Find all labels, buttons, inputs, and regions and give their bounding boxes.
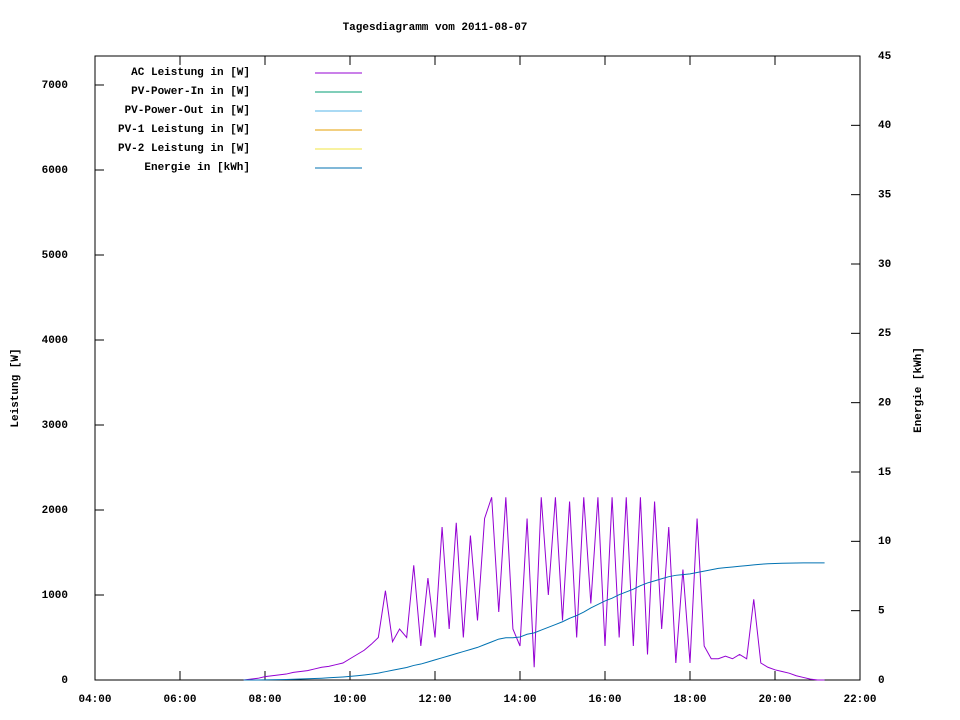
legend-label: PV-2 Leistung in [W] (118, 143, 250, 155)
legend-label: PV-1 Leistung in [W] (118, 124, 250, 136)
y-tick-label: 0 (61, 675, 68, 687)
y-tick-label: 6000 (42, 165, 68, 177)
y2-tick-label: 40 (878, 120, 891, 132)
y2-tick-label: 25 (878, 328, 892, 340)
x-tick-label: 06:00 (163, 694, 196, 706)
y2-tick-label: 0 (878, 675, 885, 687)
y-tick-label: 7000 (42, 80, 68, 92)
x-tick-label: 16:00 (588, 694, 621, 706)
y2-tick-label: 30 (878, 259, 891, 271)
plot-frame (94, 55, 861, 681)
x-tick-label: 08:00 (248, 694, 281, 706)
y2-tick-label: 10 (878, 536, 891, 548)
x-tick-label: 20:00 (758, 694, 791, 706)
x-tick-label: 22:00 (843, 694, 876, 706)
y2-tick-label: 15 (878, 467, 892, 479)
y-tick-label: 1000 (42, 590, 68, 602)
y2-tick-label: 35 (878, 190, 892, 202)
legend-label: AC Leistung in [W] (131, 67, 250, 79)
x-tick-label: 10:00 (333, 694, 366, 706)
y-axis-label: Leistung [W] (10, 348, 22, 427)
legend-label: PV-Power-Out in [W] (125, 105, 250, 117)
x-tick-label: 14:00 (503, 694, 536, 706)
y-tick-label: 2000 (42, 505, 68, 517)
series-line (243, 497, 825, 681)
y-tick-label: 4000 (42, 335, 68, 347)
y2-tick-label: 20 (878, 398, 891, 410)
chart-title: Tagesdiagramm vom 2011-08-07 (343, 22, 528, 34)
x-tick-label: 04:00 (78, 694, 111, 706)
x-tick-label: 18:00 (673, 694, 706, 706)
y-tick-label: 3000 (42, 420, 68, 432)
y2-tick-label: 5 (878, 606, 885, 618)
y2-tick-label: 45 (878, 51, 892, 63)
x-tick-label: 12:00 (418, 694, 451, 706)
legend-label: Energie in [kWh] (144, 162, 250, 174)
legend-label: PV-Power-In in [W] (131, 86, 250, 98)
y-tick-label: 5000 (42, 250, 68, 262)
series-line (243, 562, 825, 681)
y2-axis-label: Energie [kWh] (913, 347, 925, 433)
